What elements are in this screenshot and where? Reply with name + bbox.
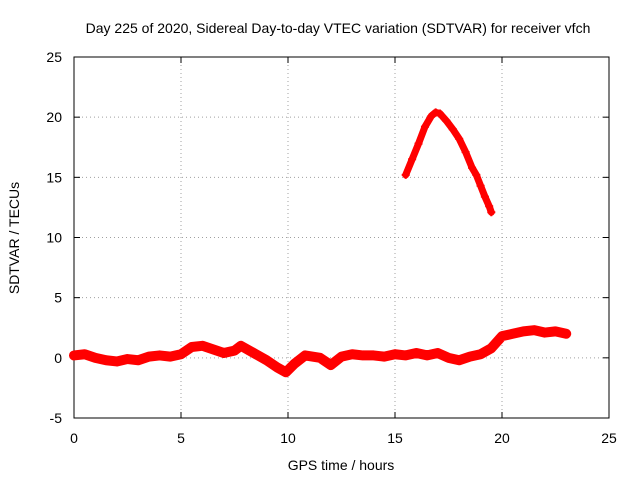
data-point [455, 356, 464, 365]
data-point [219, 349, 228, 358]
data-point [155, 351, 164, 360]
data-point [80, 350, 89, 359]
data-point [408, 155, 417, 164]
data-point [144, 352, 153, 361]
data-point [519, 327, 528, 336]
data-point [401, 170, 410, 179]
data-point [476, 181, 485, 190]
data-point [485, 202, 494, 211]
data-point [326, 361, 335, 370]
data-point [358, 351, 367, 360]
x-axis-tick-labels: 0 5 10 15 20 25 [70, 430, 617, 446]
y-axis-tick-labels: -5 0 5 10 15 20 25 [46, 49, 62, 426]
x-tick-label: 25 [601, 430, 617, 446]
data-point [102, 356, 111, 365]
y-tick-label: 15 [46, 169, 62, 185]
data-point [281, 368, 290, 377]
data-point [414, 139, 423, 148]
x-tick-label: 0 [70, 430, 78, 446]
data-point [380, 352, 389, 361]
data-point [412, 349, 421, 358]
grid-lines [74, 57, 609, 418]
data-point [476, 350, 485, 359]
data-point [369, 351, 378, 360]
data-point [480, 192, 489, 201]
data-point [448, 125, 457, 134]
data-point [487, 208, 496, 217]
y-tick-label: 10 [46, 230, 62, 246]
data-point [91, 353, 100, 362]
data-point [316, 353, 325, 362]
data-point [487, 344, 496, 353]
data-series [69, 108, 572, 378]
data-point [472, 170, 481, 179]
data-point [401, 351, 410, 360]
data-point [420, 122, 429, 131]
data-point [431, 108, 440, 117]
y-tick-label: 25 [46, 49, 62, 65]
x-tick-label: 10 [280, 430, 296, 446]
data-point [123, 355, 132, 364]
data-point [337, 352, 346, 361]
series-trace [69, 325, 572, 378]
data-point [468, 163, 477, 172]
data-point [209, 345, 218, 354]
data-point [198, 341, 207, 350]
data-point [230, 346, 239, 355]
data-point [455, 134, 464, 143]
data-point [251, 350, 260, 359]
data-point [435, 109, 444, 118]
data-point [112, 357, 121, 366]
data-point [391, 350, 399, 359]
data-point [423, 351, 432, 360]
x-axis-title: GPS time / hours [288, 457, 395, 473]
data-point [540, 328, 549, 337]
data-point [530, 326, 539, 335]
data-point [273, 363, 282, 372]
data-point [433, 349, 442, 358]
y-axis-title: SDTVAR / TECUs [6, 182, 22, 294]
data-point [562, 329, 571, 338]
chart-title: Day 225 of 2020, Sidereal Day-to-day VTE… [86, 20, 591, 36]
data-point [236, 341, 245, 350]
series-0 [69, 325, 572, 378]
data-point [461, 148, 470, 157]
y-tick-label: 0 [54, 350, 62, 366]
data-point [551, 327, 560, 336]
axis-ticks [73, 56, 610, 419]
x-tick-label: 5 [177, 430, 185, 446]
y-tick-label: 5 [54, 290, 62, 306]
y-tick-label: 20 [46, 109, 62, 125]
data-point [301, 351, 310, 360]
data-point [70, 351, 78, 360]
data-point [498, 332, 506, 341]
x-tick-label: 15 [387, 430, 403, 446]
data-point [262, 356, 271, 365]
data-point [465, 352, 474, 361]
data-point [427, 111, 436, 120]
series-1 [401, 108, 496, 217]
data-point [290, 359, 299, 368]
data-point [442, 116, 451, 125]
data-point [508, 329, 517, 338]
data-point [134, 356, 143, 365]
data-point [348, 350, 357, 359]
series-trace [402, 108, 495, 216]
x-tick-label: 20 [494, 430, 510, 446]
data-point [166, 352, 175, 361]
data-point [444, 353, 453, 362]
data-point [177, 350, 185, 359]
y-tick-label: -5 [50, 410, 63, 426]
data-point [187, 343, 196, 352]
